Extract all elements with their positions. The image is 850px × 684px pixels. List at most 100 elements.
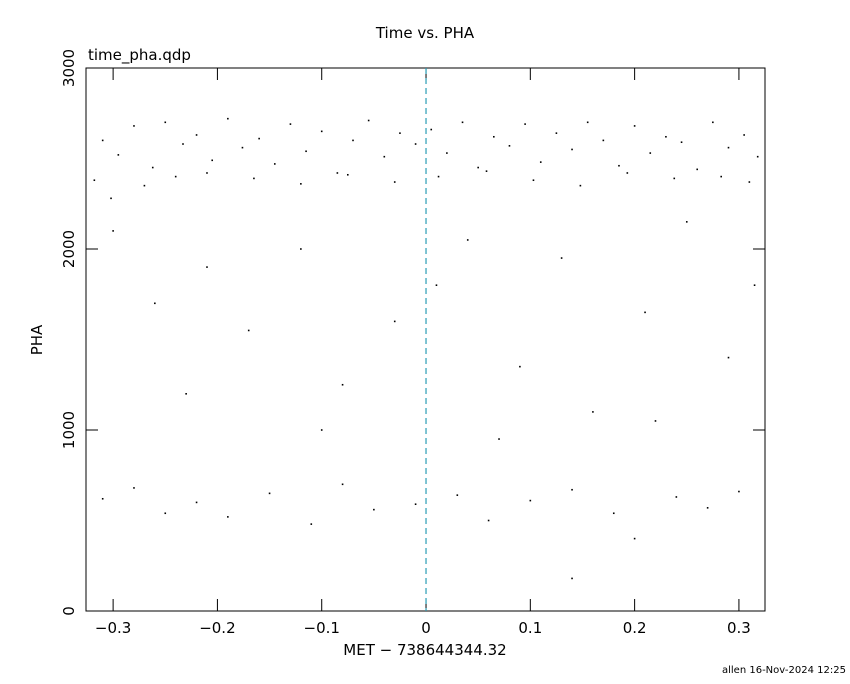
- point: [399, 132, 401, 134]
- point: [336, 172, 339, 174]
- point: [524, 123, 526, 125]
- point: [456, 494, 459, 496]
- y-tick-label: 1000: [60, 411, 78, 449]
- point: [211, 159, 214, 162]
- y-axis-label: PHA: [28, 324, 46, 355]
- point: [383, 155, 386, 158]
- footer: allen 16-Nov-2024 12:25: [722, 665, 846, 676]
- point: [101, 497, 104, 500]
- x-tick-label: −0.3: [95, 619, 131, 637]
- point: [430, 128, 433, 131]
- point: [143, 184, 146, 187]
- point: [101, 139, 104, 142]
- point: [164, 512, 167, 515]
- x-tick-label: 0.3: [727, 619, 751, 637]
- point: [300, 248, 302, 250]
- point: [560, 257, 563, 259]
- point: [602, 139, 605, 142]
- point: [539, 161, 542, 163]
- point: [665, 135, 667, 138]
- point: [437, 175, 440, 178]
- x-tick-label: −0.2: [199, 619, 235, 637]
- point: [720, 175, 722, 178]
- point: [206, 266, 208, 268]
- point: [393, 181, 396, 183]
- x-tick-label: 0: [421, 619, 431, 637]
- point: [393, 320, 396, 323]
- point: [341, 483, 344, 486]
- point: [185, 393, 187, 395]
- point: [227, 117, 229, 120]
- point: [493, 135, 495, 138]
- point: [644, 311, 646, 314]
- point: [633, 537, 636, 540]
- point: [696, 168, 699, 171]
- point: [738, 490, 740, 493]
- x-tick-label: −0.1: [304, 619, 340, 637]
- point: [268, 492, 271, 495]
- point: [110, 197, 112, 200]
- point: [727, 146, 730, 149]
- point: [753, 284, 756, 286]
- chart-subtitle: time_pha.qdp: [88, 46, 191, 65]
- point: [519, 365, 521, 368]
- point: [579, 184, 582, 187]
- point: [466, 239, 469, 241]
- x-tick-label: 0.2: [623, 619, 647, 637]
- point: [258, 137, 260, 140]
- point: [164, 121, 167, 124]
- point: [748, 181, 751, 183]
- point: [133, 487, 135, 489]
- point: [680, 141, 683, 144]
- point: [612, 512, 615, 515]
- point: [477, 166, 479, 169]
- point: [498, 438, 500, 440]
- point: [654, 420, 657, 422]
- point: [727, 356, 730, 359]
- y-tick-label: 2000: [60, 230, 78, 268]
- point: [305, 150, 307, 153]
- point: [241, 146, 244, 149]
- point: [367, 119, 370, 122]
- point: [320, 429, 323, 431]
- point: [626, 172, 629, 174]
- point: [206, 172, 208, 174]
- point: [414, 503, 417, 506]
- x-tick-label: 0.1: [518, 619, 542, 637]
- point: [529, 499, 532, 502]
- point: [373, 508, 375, 511]
- point: [633, 125, 636, 127]
- point: [675, 496, 678, 498]
- point: [706, 507, 709, 509]
- point: [195, 501, 198, 504]
- point: [508, 145, 511, 147]
- point: [112, 230, 114, 232]
- point: [352, 139, 354, 142]
- point: [289, 123, 292, 125]
- point: [461, 121, 464, 124]
- point: [586, 121, 589, 124]
- point: [592, 411, 594, 413]
- point: [571, 488, 573, 491]
- point: [117, 154, 120, 156]
- point: [712, 121, 714, 124]
- point: [300, 183, 302, 185]
- point: [487, 519, 490, 522]
- point: [247, 329, 250, 332]
- y-tick-label: 3000: [60, 49, 78, 87]
- chart-title: Time vs. PHA: [375, 24, 475, 42]
- point: [310, 523, 313, 525]
- point: [743, 134, 745, 136]
- x-axis-label: MET − 738644344.32: [343, 641, 506, 659]
- point: [756, 155, 759, 158]
- point: [673, 177, 676, 180]
- point: [133, 125, 135, 127]
- point: [446, 152, 448, 154]
- point: [195, 134, 198, 136]
- point: [253, 177, 255, 180]
- point: [346, 173, 349, 176]
- y-tick-label: 0: [60, 606, 78, 616]
- point: [182, 143, 184, 145]
